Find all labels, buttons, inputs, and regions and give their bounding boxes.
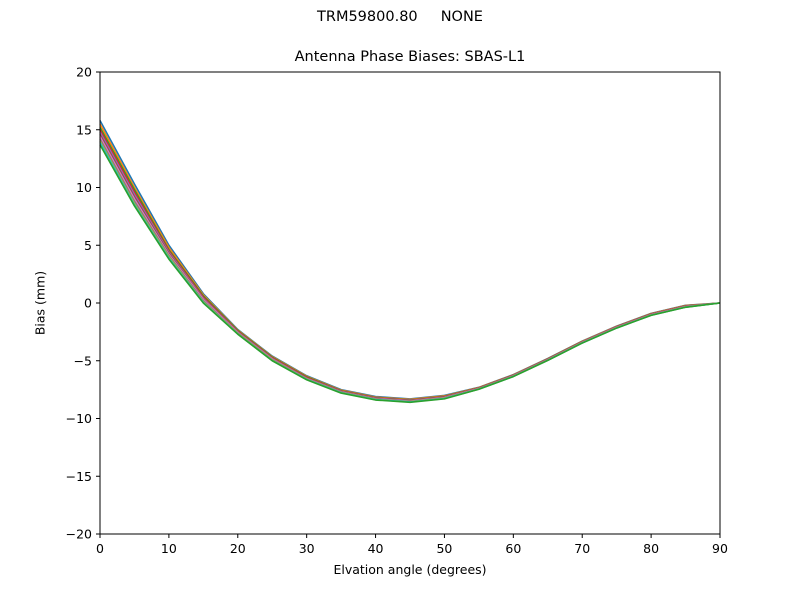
x-axis-label: Elvation angle (degrees) (333, 562, 487, 577)
series-line-azimuth-5 (99, 133, 721, 402)
series-line-azimuth-8 (99, 140, 721, 403)
chart-title: Antenna Phase Biases: SBAS-L1 (294, 49, 526, 65)
series-line-azimuth-4 (99, 131, 721, 402)
y-tick-label: 20 (76, 65, 92, 80)
axes-frame (99, 71, 721, 535)
series-line-azimuth-9 (99, 142, 721, 403)
y-tick-label: 15 (76, 122, 92, 137)
y-tick-label: −5 (74, 353, 92, 368)
x-tick-label: 10 (161, 541, 177, 556)
x-tick-label: 0 (96, 541, 104, 556)
series-line-azimuth-1 (99, 123, 721, 401)
x-tick-label: 50 (436, 541, 452, 556)
series-lines (99, 120, 721, 404)
x-tick-label: 70 (574, 541, 590, 556)
series-line-azimuth-6 (99, 136, 721, 402)
series-line-azimuth-0 (99, 120, 721, 400)
y-tick-label: −20 (66, 527, 92, 542)
figure-suptitle: TRM59800.80 NONE (317, 9, 483, 25)
y-tick-label: 0 (84, 296, 92, 311)
x-tick-label: 40 (368, 541, 384, 556)
series-line-azimuth-10 (99, 144, 721, 404)
x-tick-label: 30 (299, 541, 315, 556)
y-axis-ticks: −20 −15 −10 −5 0 5 10 15 20 (66, 65, 100, 542)
series-line-azimuth-2 (99, 127, 721, 401)
x-tick-label: 20 (230, 541, 246, 556)
x-tick-label: 80 (643, 541, 659, 556)
series-line-azimuth-3 (99, 129, 721, 402)
series-line-azimuth-7 (99, 138, 721, 403)
x-axis-ticks: 0 10 20 30 40 50 60 70 80 90 (96, 534, 728, 556)
y-tick-label: −15 (66, 469, 92, 484)
y-tick-label: −10 (66, 411, 92, 426)
x-tick-label: 90 (712, 541, 728, 556)
x-tick-label: 60 (505, 541, 521, 556)
y-tick-label: 5 (84, 238, 92, 253)
y-tick-label: 10 (76, 180, 92, 195)
